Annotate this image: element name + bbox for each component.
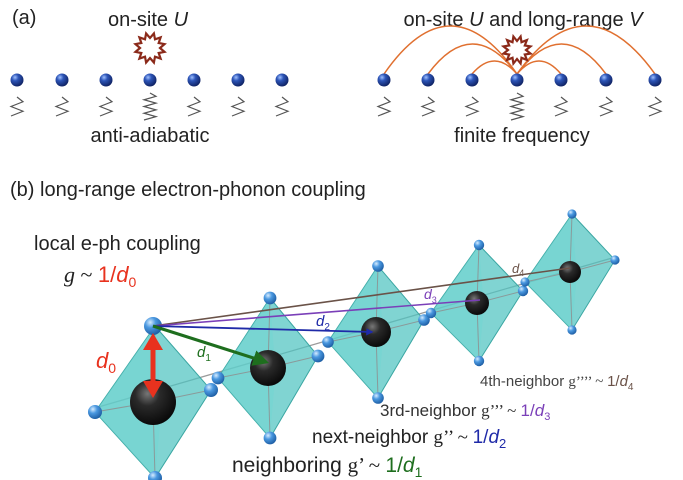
panel-b-title: (b) long-range electron-phonon coupling: [10, 179, 366, 201]
electron-site: [187, 73, 201, 87]
long-range-arc: [516, 60, 562, 75]
oxygen-atom: [148, 471, 162, 480]
coupling-distance-vectors: [143, 267, 571, 398]
electron-site: [55, 73, 69, 87]
finite-frequency-caption: finite frequency: [454, 125, 590, 147]
next-neighbor-coupling-label: next-neighbor g’’ ~ 1/d2: [312, 427, 506, 451]
long-range-arc: [427, 43, 518, 75]
transition-metal-atom: [361, 317, 391, 347]
oxygen-atom: [520, 277, 530, 287]
phonon-spring: [54, 96, 70, 117]
d0-label: d0: [96, 348, 116, 376]
oxygen-atom: [322, 336, 334, 348]
on-site-interaction-burst-right: [500, 33, 534, 67]
electron-site: [377, 73, 391, 87]
octahedron-face: [525, 214, 577, 330]
oxygen-atom: [425, 307, 437, 319]
phonon-spring: [186, 96, 202, 117]
panel-b: (b) long-range electron-phonon coupling …: [10, 179, 634, 480]
phonon-spring: [98, 96, 114, 117]
oxygen-atom: [204, 383, 218, 397]
panel-a-right: on-site U and long-range V finite freque…: [376, 9, 663, 147]
phonon-spring: [553, 96, 569, 117]
oxygen-atom: [211, 371, 225, 385]
electron-site: [599, 73, 613, 87]
electron-site: [143, 73, 157, 87]
oxygen-atom: [610, 255, 620, 265]
electron-site: [275, 73, 289, 87]
d1-vector: [152, 324, 270, 366]
on-site-interaction-burst-left: [133, 31, 167, 65]
third-neighbor-coupling-label: 3rd-neighbor g’’’ ~ 1/d3: [380, 401, 550, 423]
long-range-interaction-arcs: [383, 25, 656, 75]
oxygen-atom: [517, 285, 529, 297]
oxygen-atom: [567, 325, 577, 335]
d1-label: d1: [197, 344, 211, 364]
phonon-spring: [9, 96, 25, 117]
transition-metal-atom: [130, 379, 176, 425]
octahedron-face: [218, 298, 276, 438]
electron-site: [648, 73, 662, 87]
phonon-spring: [647, 96, 663, 117]
phonon-spring: [508, 92, 526, 121]
panel-a-left: on-site U anti-adiabatic: [9, 9, 290, 147]
d4-label: d4: [512, 261, 524, 278]
phonon-spring: [230, 96, 246, 117]
phonon-springs-left: [9, 92, 290, 121]
long-range-arc: [516, 43, 607, 75]
on-site-u-long-range-v-title: on-site U and long-range V: [403, 9, 644, 31]
d2-label: d2: [316, 313, 330, 333]
electron-site: [421, 73, 435, 87]
phonon-spring: [274, 96, 290, 117]
oxygen-atom: [473, 239, 485, 251]
long-range-arc: [471, 60, 518, 75]
oxygen-atom: [473, 355, 485, 367]
oxygen-atom: [311, 349, 325, 363]
long-range-arc: [383, 25, 518, 75]
octahedra-chain: [88, 209, 620, 480]
transition-metal-atom: [465, 291, 489, 315]
phonon-spring: [598, 96, 614, 117]
panel-a: (a) on-site U anti-adiabatic on-site U a…: [9, 7, 663, 147]
octahedron-face: [95, 326, 162, 478]
phonon-spring: [376, 96, 392, 117]
oxygen-atom: [567, 209, 577, 219]
electron-chain-left: [10, 73, 289, 87]
local-coupling-formula: g ~ 1/d0: [64, 262, 137, 290]
oxygen-atom: [263, 431, 277, 445]
oxygen-atom: [372, 260, 384, 272]
electron-site: [99, 73, 113, 87]
anti-adiabatic-caption: anti-adiabatic: [91, 125, 210, 147]
panel-a-label: (a): [12, 7, 36, 29]
oxygen-atom: [372, 392, 384, 404]
d3-vector: [152, 299, 481, 327]
d3-label: d3: [424, 286, 437, 305]
oxygen-atom: [418, 314, 430, 326]
electron-site: [231, 73, 245, 87]
d4-vector: [152, 267, 571, 327]
phonon-spring: [420, 96, 436, 117]
electron-site: [510, 73, 524, 87]
fourth-neighbor-coupling-label: 4th-neighbor g’’’’ ~ 1/d4: [480, 373, 634, 393]
d0-arrow: [143, 333, 163, 398]
electron-chain-right: [377, 73, 662, 87]
octahedron-face: [431, 245, 484, 361]
d2-vector: [152, 325, 374, 336]
neighboring-coupling-label: neighboring g’ ~ 1/d1: [232, 453, 423, 480]
on-site-u-title: on-site U: [108, 9, 189, 31]
phonon-spring: [141, 92, 159, 121]
electron-site: [554, 73, 568, 87]
electron-site: [465, 73, 479, 87]
phonon-spring: [464, 96, 480, 117]
transition-metal-atom: [250, 350, 286, 386]
oxygen-atom: [88, 405, 102, 419]
phonon-springs-right: [376, 92, 663, 121]
electron-site: [10, 73, 24, 87]
transition-metal-atom: [559, 261, 581, 283]
oxygen-atom: [263, 291, 277, 305]
local-e-ph-coupling-label: local e-ph coupling: [34, 233, 201, 255]
long-range-arc: [516, 25, 656, 75]
